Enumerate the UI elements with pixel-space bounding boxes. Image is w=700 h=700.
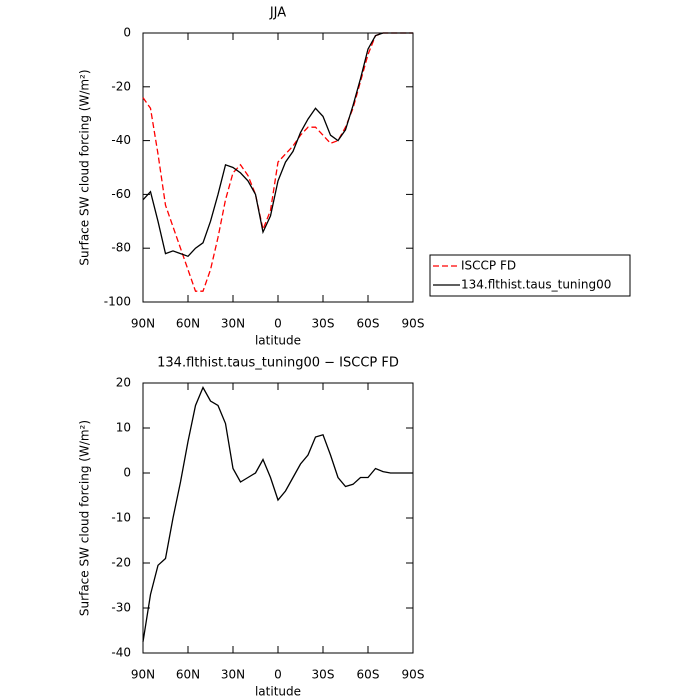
- chart-title: JJA: [269, 6, 286, 21]
- data-line: [142, 32, 413, 258]
- x-tick-label: 30N: [221, 668, 245, 682]
- x-tick-label: 90N: [131, 668, 155, 682]
- x-tick-label: 60N: [176, 668, 200, 682]
- x-tick-label: 60N: [176, 317, 200, 331]
- y-tick-label: 0: [123, 26, 131, 40]
- x-tick-label: 60S: [357, 317, 380, 331]
- x-tick-label: 0: [274, 317, 282, 331]
- chart-title: 134.flthist.taus_tuning00 − ISCCP FD: [157, 356, 399, 371]
- x-tick-label: 90S: [402, 317, 425, 331]
- x-tick-label: 90N: [131, 317, 155, 331]
- x-tick-label: 90S: [402, 668, 425, 682]
- y-tick-label: -100: [104, 295, 131, 309]
- y-tick-label: -30: [111, 601, 131, 615]
- x-tick-label: 0: [274, 668, 282, 682]
- plot-frame: [142, 32, 414, 303]
- y-tick-label: -40: [111, 646, 131, 660]
- y-tick-label: 20: [116, 376, 131, 390]
- legend-label: 134.flthist.taus_tuning00: [461, 278, 611, 292]
- y-tick-label: 10: [116, 421, 131, 435]
- y-tick-label: -20: [111, 556, 131, 570]
- x-tick-label: 60S: [357, 668, 380, 682]
- data-line: [142, 32, 413, 292]
- y-axis-label: Surface SW cloud forcing (W/m²): [78, 69, 92, 265]
- y-tick-label: -60: [111, 187, 131, 201]
- y-tick-label: -10: [111, 511, 131, 525]
- data-line: [142, 386, 413, 642]
- legend-box: [429, 254, 631, 297]
- x-axis-label: latitude: [255, 334, 301, 348]
- legend-label: ISCCP FD: [461, 259, 516, 273]
- x-tick-label: 30S: [312, 317, 335, 331]
- y-tick-label: 0: [123, 466, 131, 480]
- x-axis-label: latitude: [255, 685, 301, 699]
- x-tick-label: 30S: [312, 668, 335, 682]
- y-tick-label: -80: [111, 241, 131, 255]
- y-tick-label: -40: [111, 133, 131, 147]
- y-axis-label: Surface SW cloud forcing (W/m²): [78, 420, 92, 616]
- plot-frame: [142, 382, 414, 654]
- y-tick-label: -20: [111, 79, 131, 93]
- x-tick-label: 30N: [221, 317, 245, 331]
